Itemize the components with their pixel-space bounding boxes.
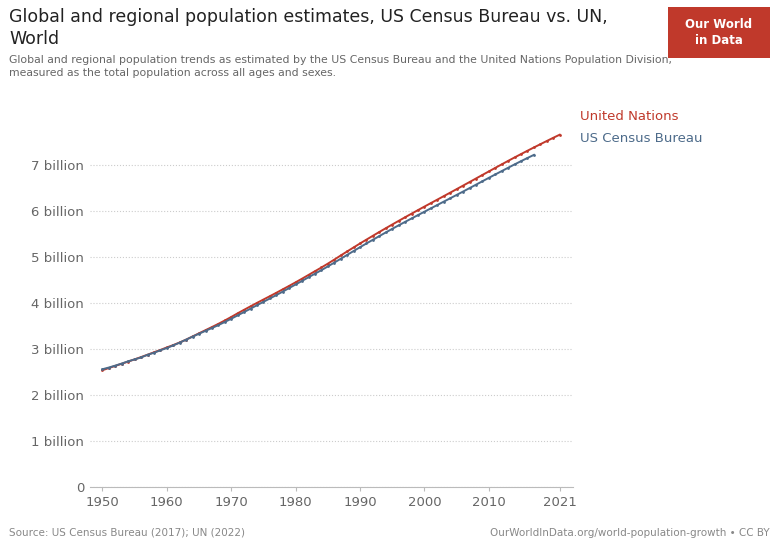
Text: World: World [9, 30, 59, 48]
Text: United Nations: United Nations [580, 110, 679, 123]
Text: Source: US Census Bureau (2017); UN (2022): Source: US Census Bureau (2017); UN (202… [9, 528, 245, 538]
Text: Global and regional population estimates, US Census Bureau vs. UN,: Global and regional population estimates… [9, 8, 608, 26]
Text: OurWorldInData.org/world-population-growth • CC BY: OurWorldInData.org/world-population-grow… [490, 528, 770, 538]
Text: Global and regional population trends as estimated by the US Census Bureau and t: Global and regional population trends as… [9, 55, 672, 78]
Text: Our World
in Data: Our World in Data [686, 18, 753, 47]
Text: US Census Bureau: US Census Bureau [580, 132, 703, 145]
